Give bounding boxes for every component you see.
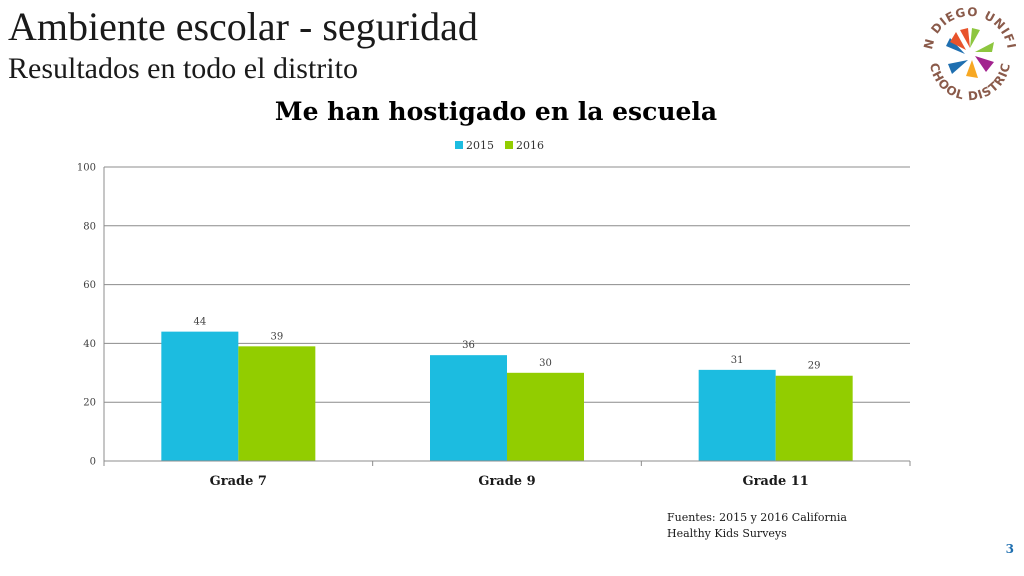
bar-2015-grade-7 (161, 331, 239, 461)
slide-title: Ambiente escolar - seguridad (8, 4, 478, 49)
source-note: Fuentes: 2015 y 2016 California Healthy … (667, 510, 867, 542)
x-category-label: Grade 11 (742, 474, 808, 489)
chart-legend: 2015 2016 (455, 139, 544, 152)
chart-title: Me han hostigado en la escuela (275, 97, 717, 126)
legend-label-2016: 2016 (516, 139, 544, 152)
y-tick-label: 20 (83, 398, 96, 409)
slide-subtitle: Resultados en todo el distrito (8, 52, 358, 85)
data-label: 30 (539, 358, 552, 369)
data-label: 31 (731, 355, 744, 366)
bar-2015-grade-9 (430, 355, 507, 461)
y-tick-label: 60 (83, 280, 96, 291)
y-tick-label: 80 (83, 221, 96, 232)
y-tick-label: 40 (83, 339, 96, 350)
district-logo: SAN DIEGO UNIFIED SCHOOL DISTRICT (918, 2, 1018, 103)
bar-2016-grade-11 (775, 375, 853, 461)
bar-2015-grade-11 (698, 369, 776, 461)
page-number: 3 (1005, 542, 1014, 556)
legend-swatch-2015 (455, 141, 463, 149)
legend-swatch-2016 (505, 141, 513, 149)
data-label: 29 (808, 361, 821, 372)
y-axis-ticks: 0 20 40 60 80 100 (77, 163, 96, 468)
source-line-1: Fuentes: 2015 y 2016 California (667, 511, 847, 524)
bar-2016-grade-7 (238, 346, 316, 461)
bar-2016-grade-9 (507, 372, 584, 461)
chart-bars (161, 331, 853, 461)
data-label: 36 (462, 340, 475, 351)
data-label: 44 (193, 317, 206, 328)
logo-star-icon (946, 28, 994, 78)
y-tick-label: 0 (90, 457, 96, 468)
x-axis: Grade 7 Grade 9 Grade 11 (103, 460, 911, 489)
data-label: 39 (270, 331, 283, 342)
x-category-label: Grade 7 (210, 474, 267, 489)
legend-label-2015: 2015 (466, 139, 494, 152)
source-line-2: Healthy Kids Surveys (667, 527, 787, 540)
data-labels: 44 39 36 30 31 29 (193, 317, 820, 372)
x-category-label: Grade 9 (478, 474, 535, 489)
y-tick-label: 100 (77, 163, 96, 174)
